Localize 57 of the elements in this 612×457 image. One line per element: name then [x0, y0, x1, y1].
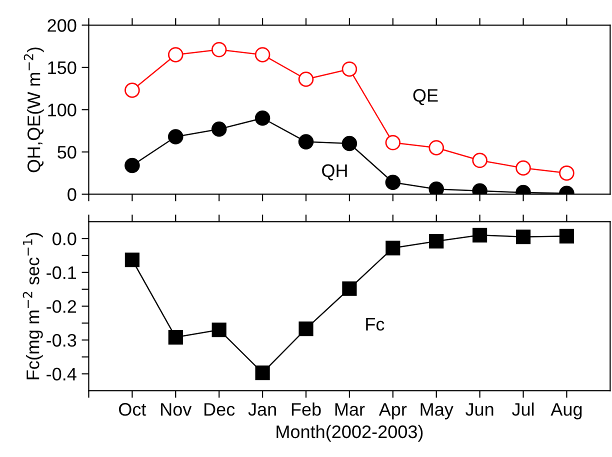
- point: [254, 110, 270, 126]
- point: [559, 228, 574, 244]
- y-tick-label: 50: [58, 146, 76, 159]
- point: [124, 252, 140, 268]
- x-tick-label: Aug: [550, 403, 582, 420]
- x-tick-label: Apr: [378, 403, 407, 420]
- x-tick-label: Feb: [292, 402, 321, 416]
- point: [168, 330, 183, 345]
- point: [124, 158, 140, 174]
- point: [386, 240, 400, 256]
- x-tick-label: Mar: [335, 403, 365, 416]
- y-tick-label: 200: [48, 19, 76, 32]
- y-axis-title: QH,QE(W m$^{−2}$): [24, 48, 44, 172]
- y-tick-label: 0: [68, 188, 76, 201]
- y-tick-label: -0.4: [46, 368, 76, 381]
- x-tick-label: Jan: [248, 403, 276, 416]
- point: [255, 366, 270, 380]
- x-tick-label: Nov: [161, 403, 192, 416]
- y-tick-label: 150: [48, 61, 76, 74]
- point: [385, 174, 401, 190]
- point: [342, 61, 358, 77]
- x-tick-label: Oct: [119, 403, 146, 416]
- point: [298, 322, 314, 336]
- point: [254, 47, 270, 62]
- point: [211, 121, 227, 137]
- point: [472, 152, 488, 168]
- point: [429, 234, 444, 249]
- point: [516, 230, 531, 244]
- point: [472, 228, 488, 242]
- point: [211, 42, 227, 58]
- y-tick-label: -0.2: [46, 300, 76, 313]
- y-tick-label: 0.0: [52, 232, 76, 246]
- point: [168, 47, 184, 62]
- x-tick-label: Dec: [204, 403, 235, 416]
- x-axis-title: Month(2002-2003): [276, 424, 423, 442]
- point: [168, 129, 184, 144]
- point: [559, 165, 574, 181]
- point: [385, 135, 401, 150]
- point: [124, 82, 140, 98]
- point: [428, 140, 444, 156]
- series-label: QH: [322, 164, 347, 180]
- y-axis-title: Fc(mg m$^{−2}$ sec$^{−1}$): [22, 232, 43, 380]
- x-tick-label: May: [420, 403, 454, 420]
- x-tick-label: Jun: [466, 403, 494, 416]
- point: [212, 322, 226, 338]
- y-tick-label: -0.3: [46, 334, 76, 347]
- point: [516, 160, 531, 176]
- point: [428, 182, 444, 194]
- point: [298, 72, 314, 87]
- point: [342, 281, 357, 296]
- point: [298, 134, 314, 150]
- series-label: Fc: [366, 318, 384, 331]
- y-tick-label: 100: [48, 104, 76, 116]
- point: [342, 136, 358, 152]
- series-label: QE: [413, 89, 438, 106]
- x-tick-label: Jul: [512, 402, 534, 416]
- y-tick-label: -0.1: [46, 266, 76, 280]
